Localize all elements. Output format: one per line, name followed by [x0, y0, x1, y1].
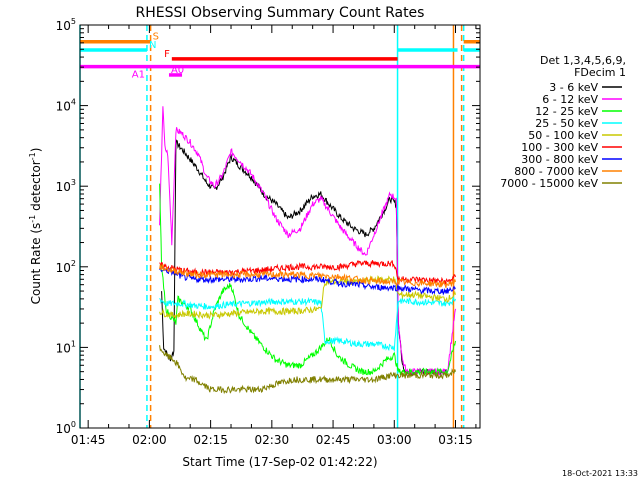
x-axis: 01:45 02:00 02:15 02:30 02:45 03:00 03:15	[71, 25, 477, 447]
x-tick-label-2: 02:15	[193, 433, 228, 447]
legend-label-7: 800 - 7000 keV	[514, 165, 598, 178]
plot-frame	[79, 24, 481, 429]
y-tick-base-2: 10	[56, 261, 71, 275]
series-line-1	[159, 106, 456, 377]
series-lines	[159, 106, 456, 395]
x-tick-label-3: 02:30	[255, 433, 290, 447]
y-tick-base-5: 10	[56, 19, 71, 33]
legend-label-1: 6 - 12 keV	[542, 93, 598, 106]
y-tick-exp-4: 4	[71, 98, 76, 107]
x-axis-label: Start Time (17-Sep-02 01:42:22)	[182, 455, 377, 469]
legend-label-2: 12 - 25 keV	[535, 105, 598, 118]
legend-label-8: 7000 - 15000 keV	[500, 177, 598, 190]
y-tick-label-2: 102	[56, 259, 76, 275]
legend-label-0: 3 - 6 keV	[549, 81, 598, 94]
y-tick-exp-0: 0	[71, 420, 76, 429]
legend-label-4: 50 - 100 keV	[528, 129, 598, 142]
legend-label-5: 100 - 300 keV	[521, 141, 598, 154]
y-tick-label-0: 100	[56, 420, 76, 436]
y-tick-base-4: 10	[56, 100, 71, 114]
x-tick-label-5: 03:00	[377, 433, 412, 447]
x-tick-label-4: 02:45	[316, 433, 351, 447]
series-line-4	[159, 275, 456, 320]
x-tick-label-6: 03:15	[438, 433, 473, 447]
y-tick-exp-5: 5	[71, 17, 76, 26]
x-tick-label-0: 01:45	[71, 433, 106, 447]
chart-title: RHESSI Observing Summary Count Rates	[136, 5, 425, 21]
y-tick-base-1: 10	[56, 341, 71, 355]
y-tick-label-5: 105	[56, 17, 76, 33]
legend-label-6: 300 - 800 keV	[521, 153, 598, 166]
series-line-7	[159, 264, 456, 288]
flag-label-2: A1	[132, 70, 145, 81]
flag-label-1: N	[149, 40, 156, 51]
series-line-3	[159, 295, 456, 353]
series-line-8	[159, 345, 456, 395]
y-tick-label-3: 103	[56, 178, 76, 194]
y-tick-exp-1: 1	[71, 339, 76, 348]
vertical-markers	[79, 25, 465, 428]
y-tick-label-4: 104	[56, 98, 76, 114]
flag-bars: SN A1 FA0	[80, 32, 480, 81]
y-tick-exp-2: 2	[71, 259, 76, 268]
y-axis-label: Count Rate (s-1 detector-1)	[28, 148, 43, 305]
x-tick-label-1: 02:00	[132, 433, 167, 447]
legend-header-1: FDecim 1	[574, 66, 626, 79]
y-tick-exp-3: 3	[71, 178, 76, 187]
legend-header-0: Det 1,3,4,5,6,9,	[540, 54, 626, 67]
flag-label-0: S	[153, 32, 159, 43]
flag-label-4: A0	[171, 65, 184, 76]
timestamp: 18-Oct-2021 13:33	[562, 469, 638, 478]
y-tick-base-3: 10	[56, 180, 71, 194]
flag-label-3: F	[164, 49, 170, 60]
legend-label-3: 25 - 50 keV	[535, 117, 598, 130]
series-line-6	[159, 266, 456, 296]
y-tick-base-0: 10	[56, 422, 71, 436]
y-tick-label-1: 101	[56, 339, 76, 355]
